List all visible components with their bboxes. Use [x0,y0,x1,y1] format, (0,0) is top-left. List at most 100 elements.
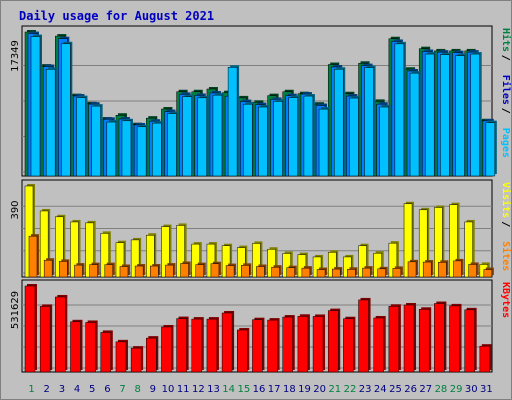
pages-bar-day-26 [409,72,420,177]
kbytes-bar-day-1 [24,285,36,373]
pages-bar-day-21 [333,69,344,177]
x-tick-label-day-22: 22 [344,384,357,395]
sites-bar-day-26 [407,261,417,278]
legend-hits: Hits [500,28,512,52]
pages-bar-day-31 [485,122,496,177]
x-tick-label-day-20: 20 [313,384,326,395]
pages-bar-day-9 [152,122,162,177]
x-tick-label-day-19: 19 [298,384,311,395]
kbytes-bar-day-27 [418,309,430,373]
sites-bar-day-14 [225,265,235,278]
sites-bar-day-31 [483,269,493,278]
pages-bar-day-2 [45,69,56,177]
kbytes-bar-day-9 [146,337,157,373]
x-tick-label-day-5: 5 [89,384,95,395]
legend-sites: Sites [500,241,512,271]
panel-2-legend-separator: / [500,221,511,227]
x-tick-label-day-27: 27 [419,384,432,395]
kbytes-bar-day-18 [282,316,293,373]
x-tick-label-day-13: 13 [207,384,220,395]
pages-bar-day-4 [76,97,86,177]
kbytes-bar-day-23 [358,299,369,373]
sites-bar-day-17 [271,266,280,278]
legend-visits: Visits [500,182,512,218]
kbytes-bar-day-19 [297,316,309,373]
kbytes-bar-day-17 [267,319,278,373]
pages-bar-day-6 [106,121,117,177]
x-tick-label-day-8: 8 [135,384,141,395]
chart-title: Daily usage for August 2021 [19,9,215,23]
legend-pages: Pages [500,128,511,158]
kbytes-bar-day-21 [327,310,339,373]
pages-bar-day-16 [258,106,268,177]
kbytes-bar-day-6 [100,332,112,373]
kbytes-bar-day-8 [130,347,142,373]
x-tick-label-day-26: 26 [404,384,417,395]
x-tick-label-day-28: 28 [435,384,448,395]
pages-bar-day-22 [349,97,359,177]
kbytes-bar-day-15 [237,329,248,373]
pages-bar-day-18 [288,97,298,177]
sites-bar-day-7 [119,266,129,278]
x-tick-label-day-15: 15 [237,384,250,395]
pages-bar-day-25 [394,43,405,177]
sites-bar-day-12 [195,264,205,278]
kbytes-bar-day-14 [221,312,233,373]
kbytes-bar-day-20 [312,316,324,373]
x-tick-label-day-14: 14 [222,384,235,395]
x-tick-label-day-3: 3 [59,384,65,395]
panel-1-ymax-label: 17349 [10,40,21,72]
panel-2-ymax-label: 390 [10,200,21,219]
pages-bar-day-17 [273,101,283,177]
kbytes-bar-day-7 [115,341,127,373]
pages-bar-day-7 [121,120,132,177]
kbytes-bar-day-28 [434,303,445,373]
pages-bar-day-15 [243,103,253,177]
sites-bar-day-6 [104,264,114,278]
x-tick-label-day-29: 29 [450,384,463,395]
sites-bar-day-1 [28,235,38,278]
x-tick-label-day-7: 7 [119,384,125,395]
kbytes-bar-day-31 [479,345,491,373]
x-tick-label-day-6: 6 [104,384,110,395]
x-tick-label-day-11: 11 [177,384,190,395]
sites-bar-day-8 [134,265,144,278]
sites-bar-day-22 [347,269,356,278]
x-tick-label-day-21: 21 [328,384,341,395]
pages-bar-day-28 [440,54,450,177]
pages-bar-day-13 [212,94,223,177]
sites-bar-day-29 [453,260,462,278]
legend-files: Files [500,75,512,105]
sites-bar-day-16 [256,266,265,278]
kbytes-bar-day-30 [464,309,475,373]
sites-bar-day-15 [241,265,250,278]
sites-bar-day-25 [392,268,402,278]
pages-bar-day-29 [455,55,465,177]
sites-bar-day-9 [150,265,159,278]
x-tick-label-day-2: 2 [44,384,50,395]
kbytes-bar-day-16 [252,319,263,373]
x-tick-label-day-4: 4 [74,384,80,395]
kbytes-bar-day-12 [191,318,203,373]
sites-bar-day-24 [377,268,386,278]
kbytes-bar-day-22 [343,318,354,373]
sites-bar-day-30 [468,264,477,278]
x-tick-label-day-31: 31 [480,384,493,395]
sites-bar-day-3 [59,261,68,278]
sites-bar-day-2 [43,259,53,278]
kbytes-bar-day-29 [449,305,460,373]
kbytes-bar-day-3 [55,296,66,373]
pages-bar-day-23 [364,67,374,177]
sites-bar-day-11 [180,263,189,278]
sites-bar-day-21 [331,268,341,278]
kbytes-bar-day-2 [39,306,51,373]
sites-bar-day-18 [286,267,295,278]
x-tick-label-day-25: 25 [389,384,402,395]
pages-bar-day-3 [61,43,71,177]
pages-bar-day-5 [91,105,101,177]
sites-bar-day-10 [165,264,174,278]
sites-bar-day-27 [422,261,432,278]
pages-bar-day-14 [227,67,238,177]
kbytes-bar-day-10 [161,326,172,373]
